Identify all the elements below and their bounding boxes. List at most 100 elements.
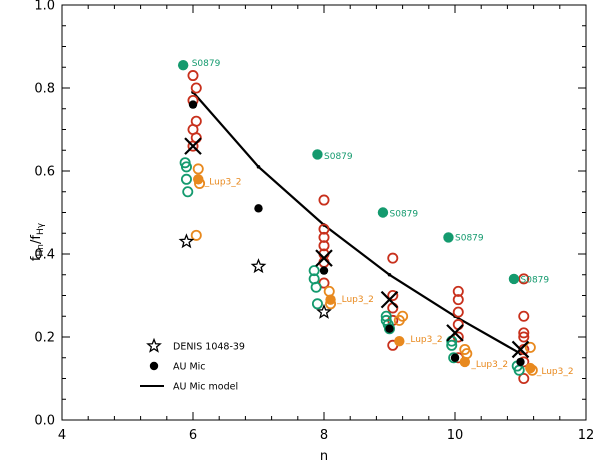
open-circle-point — [318, 194, 330, 206]
point-annotation: S0879 — [521, 276, 550, 286]
open-circle-point — [518, 372, 530, 384]
y-tick-label: 0.0 — [34, 414, 55, 429]
y-axis-title-den-main: f — [29, 235, 44, 240]
point-annotation: _Lup3_2 — [536, 367, 574, 377]
open-circle-point — [180, 173, 192, 185]
filled-circle-point — [450, 353, 460, 362]
open-circle-point — [518, 273, 530, 285]
x-marker-point — [446, 324, 464, 342]
legend-item: AU Mic — [149, 361, 206, 373]
filled-circle-point — [193, 174, 204, 185]
point-annotation: S0879 — [390, 209, 419, 219]
legend: DENIS 1048-39 AU Mic AU Mic model — [140, 337, 245, 393]
point-annotation: S0879 — [455, 233, 484, 243]
filled-circle-point — [188, 100, 198, 109]
y-axis-title-num-sub: Hn — [36, 244, 46, 256]
open-circle-point — [180, 161, 192, 173]
x-tick-label: 4 — [58, 428, 66, 443]
y-tick-label: 0.4 — [34, 248, 55, 263]
legend-circle-symbol — [149, 361, 159, 371]
filled-circle-point — [385, 324, 394, 333]
open-circle-point — [318, 223, 330, 235]
legend-label: DENIS 1048-39 — [173, 342, 245, 353]
legend-label: AU Mic model — [173, 382, 238, 393]
legend-label: AU Mic — [173, 362, 206, 373]
y-tick-label: 0.2 — [34, 331, 55, 346]
y-tick-label: 0.6 — [34, 165, 55, 180]
open-circle-point — [397, 310, 409, 322]
filled-circle-point — [394, 335, 405, 347]
star-point — [316, 303, 332, 319]
point-annotation: S0879 — [324, 152, 353, 162]
point-annotation: _Lup3_2 — [336, 295, 374, 305]
open-circle-point — [182, 186, 194, 198]
open-circle-point — [190, 229, 202, 241]
filled-circle-point — [377, 207, 389, 218]
model-line — [192, 91, 522, 355]
series-au-mic — [188, 100, 525, 367]
filled-circle-point — [177, 59, 189, 71]
series-green-open — [179, 157, 525, 376]
x-marker-point — [511, 340, 530, 359]
x-marker-point — [315, 249, 333, 267]
star-point — [250, 258, 267, 274]
open-circle-point — [192, 163, 204, 175]
open-circle-point — [518, 331, 530, 343]
filled-circle-point — [312, 149, 323, 160]
filled-circle-point — [325, 294, 336, 305]
point-annotation: _Lup3_2 — [204, 177, 242, 187]
chart-marks — [177, 59, 538, 384]
open-circle-point — [452, 294, 464, 306]
y-axis-title-main: f — [29, 256, 44, 261]
filled-circle-point — [508, 273, 520, 285]
x-axis-title: n — [320, 449, 328, 464]
y-tick-label: 0.8 — [34, 82, 55, 97]
open-circle-point — [310, 281, 322, 293]
chart-annotations: S0879 S0879 S0879 S0879 S0879 _Lup3_2 _Lup3_2 _… — [192, 59, 574, 377]
y-tick-label: 1.0 — [34, 0, 55, 14]
open-circle-point — [308, 265, 320, 277]
y-axis-title-den-sub: Hγ — [36, 222, 46, 235]
filled-circle-point — [319, 266, 329, 275]
open-circle-point — [187, 70, 199, 82]
star-point — [178, 233, 195, 249]
point-annotation: _Lup3_2 — [470, 360, 508, 370]
open-circle-point — [387, 252, 399, 264]
svg-text:fHn/fHγ: fHn/fHγ — [29, 222, 46, 261]
x-tick-label: 6 — [189, 428, 197, 443]
x-tick-label: 10 — [447, 428, 464, 443]
filled-circle-point — [525, 362, 536, 374]
legend-star-symbol — [146, 337, 162, 353]
filled-circle-point — [443, 232, 454, 243]
x-tick-label: 8 — [320, 428, 328, 443]
open-circle-point — [518, 310, 530, 322]
open-circle-point — [524, 341, 536, 353]
x-marker-point — [380, 290, 399, 309]
series-x-markers — [184, 137, 530, 359]
filled-circle-point — [254, 204, 263, 213]
legend-item: DENIS 1048-39 — [146, 337, 245, 353]
legend-item: AU Mic model — [140, 382, 238, 393]
open-circle-point — [446, 339, 458, 351]
open-circle-point — [452, 306, 464, 318]
x-marker-point — [184, 137, 202, 155]
model-node — [256, 165, 261, 169]
filled-circle-point — [516, 357, 525, 367]
axis-ticks: 4 6 8 10 12 0.0 0.2 0.4 0.6 0.8 1.0 — [34, 0, 594, 443]
point-annotation: _Lup3_2 — [405, 335, 443, 345]
open-circle-point — [518, 327, 530, 339]
series-lup3-2 — [193, 174, 536, 374]
open-circle-point — [190, 82, 202, 94]
series-s0879 — [177, 59, 520, 285]
open-circle-point — [452, 285, 464, 297]
open-circle-point — [387, 289, 399, 301]
series-denis-1048-39 — [178, 233, 332, 319]
open-circle-point — [187, 140, 199, 152]
model-node — [387, 272, 392, 277]
x-tick-label: 12 — [578, 428, 595, 443]
y-axis-title: fHn/fHγ — [29, 222, 46, 261]
open-circle-point — [383, 323, 395, 335]
filled-circle-point — [459, 356, 471, 368]
